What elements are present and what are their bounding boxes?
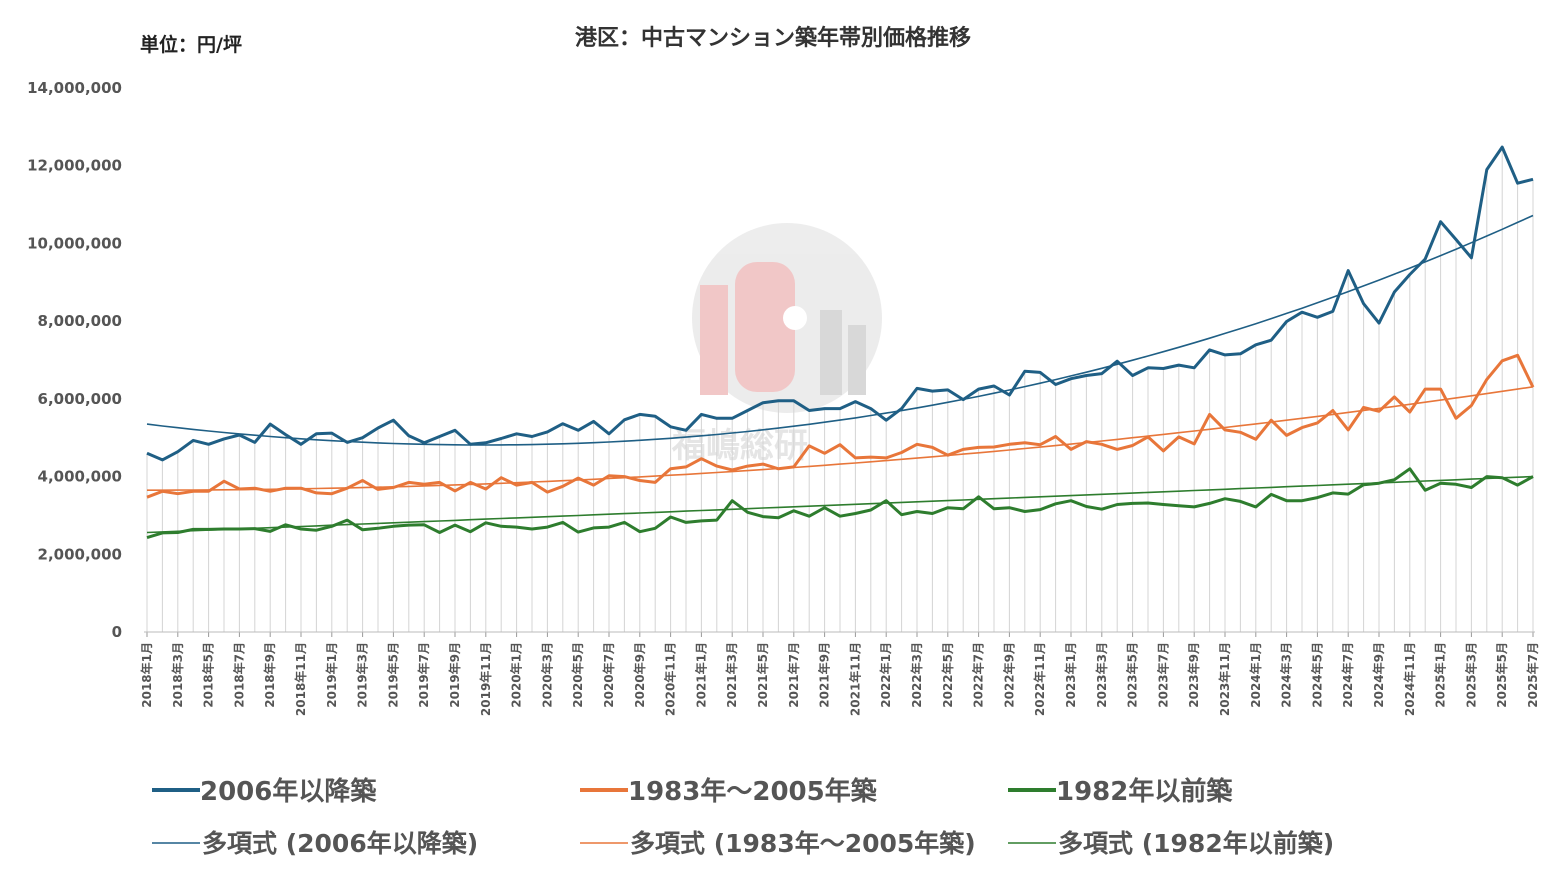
x-tick-label: 2023年9月 (1186, 642, 1201, 708)
x-tick-label: 2018年11月 (293, 642, 308, 716)
x-tick-label: 2020年11月 (663, 642, 678, 716)
x-tick-label: 2021年11月 (847, 642, 862, 716)
x-tick-label: 2024年9月 (1371, 642, 1386, 708)
legend-label-trend-2006: 多項式 (2006年以降築) (202, 829, 478, 858)
y-tick-label: 2,000,000 (38, 545, 122, 563)
x-tick-label: 2018年5月 (201, 642, 216, 708)
y-axis: 0 2,000,000 4,000,000 6,000,000 8,000,000 10,… (27, 79, 122, 641)
series-line (146, 353, 1535, 499)
unit-label: 単位：円/坪 (140, 33, 242, 56)
legend-label-trend-1983: 多項式 (1983年～2005年築) (630, 829, 976, 858)
trend-lines (146, 214, 1534, 534)
x-tick-label: 2023年7月 (1155, 642, 1170, 708)
legend-label-1983: 1983年～2005年築 (628, 776, 878, 807)
x-tick-label: 2024年1月 (1248, 642, 1263, 708)
series-line (146, 467, 1534, 540)
x-tick-label: 2025年1月 (1433, 642, 1448, 708)
legend: 2006年以降築 1983年～2005年築 1982年以前築 多項式 (2006… (152, 776, 1334, 858)
x-tick-label: 2022年9月 (1001, 642, 1016, 708)
x-tick-label: 2024年7月 (1340, 642, 1355, 708)
x-tick-label: 2019年11月 (478, 642, 493, 716)
x-tick-label: 2021年3月 (724, 642, 739, 708)
x-tick-label: 2020年1月 (509, 642, 524, 708)
x-tick-label: 2020年3月 (539, 642, 554, 708)
x-tick-label: 2024年3月 (1279, 642, 1294, 708)
x-tick-label: 2023年5月 (1125, 642, 1140, 708)
x-tick-label: 2022年7月 (971, 642, 986, 708)
y-tick-label: 0 (112, 623, 122, 641)
x-tick-label: 2022年3月 (909, 642, 924, 708)
legend-label-2006: 2006年以降築 (200, 776, 377, 807)
y-tick-label: 14,000,000 (27, 79, 122, 97)
trend-line (147, 386, 1534, 491)
x-tick-label: 2024年11月 (1402, 642, 1417, 716)
y-tick-label: 8,000,000 (38, 312, 122, 330)
x-tick-label: 2018年7月 (231, 642, 246, 708)
x-tick-label: 2025年5月 (1494, 642, 1509, 708)
x-tick-label: 2019年3月 (355, 642, 370, 708)
x-tick-label: 2021年9月 (817, 642, 832, 708)
x-tick-label: 2019年5月 (385, 642, 400, 708)
x-tick-label: 2019年1月 (324, 642, 339, 708)
series-lines (146, 145, 1535, 540)
x-tick-label: 2020年7月 (601, 642, 616, 708)
x-tick-label: 2020年5月 (570, 642, 585, 708)
series-line (146, 145, 1534, 462)
x-tick-label: 2022年5月 (940, 642, 955, 708)
x-tick-label: 2018年9月 (262, 642, 277, 708)
x-tick-label: 2019年7月 (416, 642, 431, 708)
x-tick-label: 2022年11月 (1032, 642, 1047, 716)
x-tick-label: 2021年5月 (755, 642, 770, 708)
chart-title: 港区：中古マンション築年帯別価格推移 (575, 25, 971, 51)
x-tick-label: 2021年7月 (786, 642, 801, 708)
x-tick-label: 2020年9月 (632, 642, 647, 708)
x-tick-label: 2025年3月 (1463, 642, 1478, 708)
x-tick-label: 2022年1月 (878, 642, 893, 708)
y-tick-label: 12,000,000 (27, 157, 122, 175)
watermark-logo (692, 223, 882, 413)
x-tick-label: 2025年7月 (1525, 642, 1540, 708)
legend-label-1982: 1982年以前築 (1056, 776, 1233, 807)
trend-line (146, 475, 1534, 534)
x-tick-label: 2019年9月 (447, 642, 462, 708)
legend-label-trend-1982: 多項式 (1982年以前築) (1058, 829, 1334, 858)
x-tick-label: 2018年1月 (139, 642, 154, 708)
x-axis: 2018年1月 2018年3月 2018年5月 2018年7月 2018年9月 2018年… (139, 632, 1540, 716)
x-tick-label: 2021年1月 (693, 642, 708, 708)
y-tick-label: 4,000,000 (38, 468, 122, 486)
x-tick-label: 2024年5月 (1309, 642, 1324, 708)
x-tick-label: 2023年1月 (1063, 642, 1078, 708)
y-tick-label: 6,000,000 (38, 390, 122, 408)
x-tick-label: 2023年11月 (1217, 642, 1232, 716)
x-tick-label: 2018年3月 (170, 642, 185, 708)
x-tick-label: 2023年3月 (1094, 642, 1109, 708)
y-tick-label: 10,000,000 (27, 234, 122, 252)
trend-line (146, 214, 1534, 446)
